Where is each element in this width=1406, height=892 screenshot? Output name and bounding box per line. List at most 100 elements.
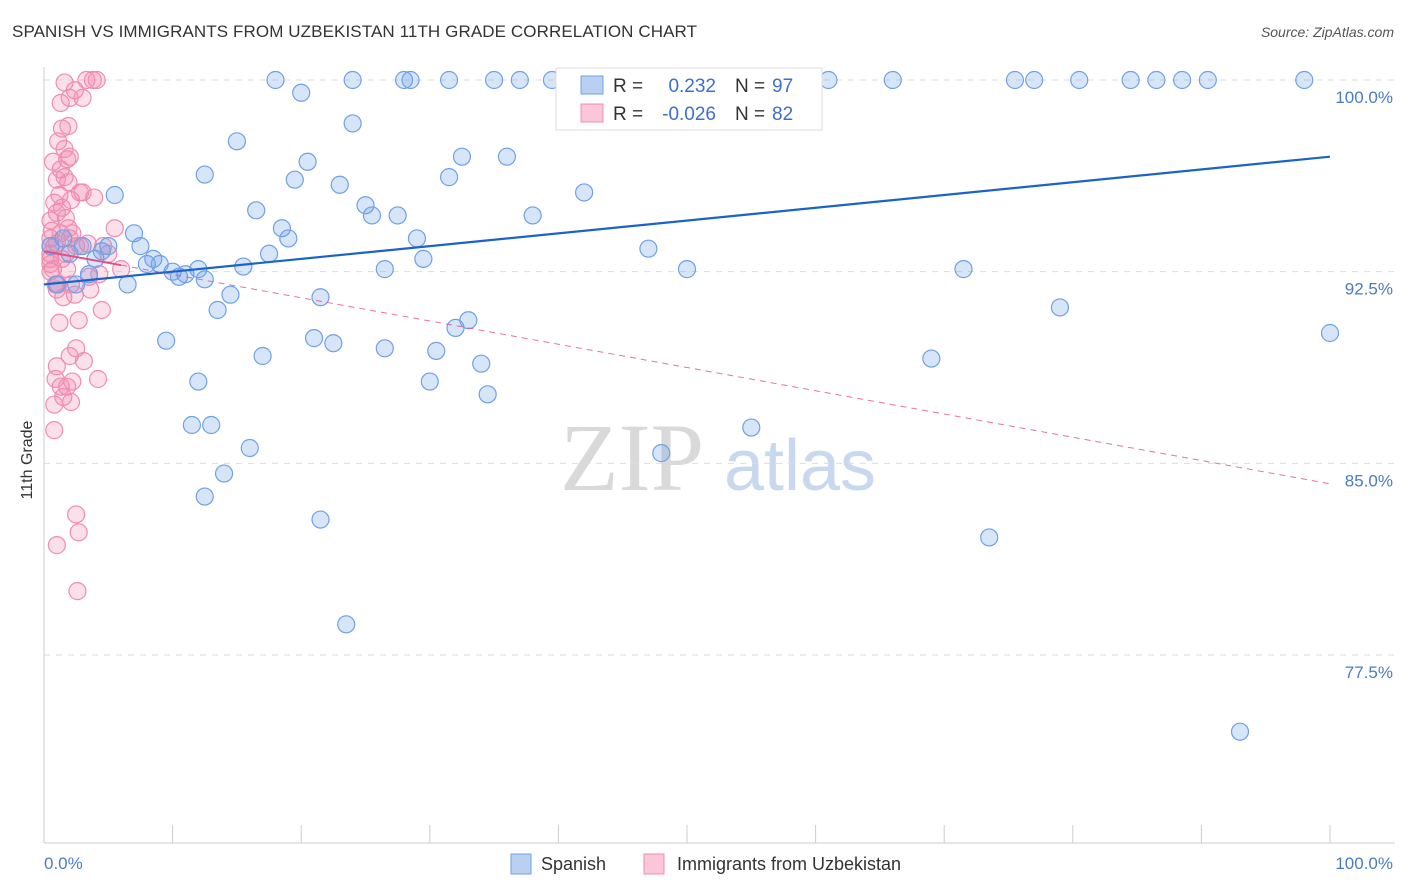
spanish-point xyxy=(375,260,394,279)
uzbekistan-point xyxy=(45,421,64,440)
spanish-point xyxy=(523,206,542,225)
spanish-point xyxy=(980,528,999,547)
spanish-point xyxy=(1121,70,1140,90)
spanish-point xyxy=(394,70,414,90)
spanish-point xyxy=(388,206,407,225)
trend-lines xyxy=(43,155,1331,485)
legend-r-value-spanish: 0.232 xyxy=(668,76,716,97)
uzbekistan-point xyxy=(73,88,92,107)
spanish-point xyxy=(954,260,973,279)
chart-title: SPANISH VS IMMIGRANTS FROM UZBEKISTAN 11… xyxy=(12,22,698,41)
spanish-point xyxy=(639,239,658,258)
spanish-point xyxy=(1005,70,1025,90)
spanish-point xyxy=(285,170,304,189)
spanish-point xyxy=(510,70,529,90)
uzbekistan-point xyxy=(58,377,77,396)
spanish-point xyxy=(73,237,92,256)
x-tick-label: 0.0% xyxy=(44,854,83,873)
spanish-point xyxy=(337,615,356,634)
spanish-point xyxy=(221,285,240,304)
series-legend: Spanish Immigrants from Uzbekistan xyxy=(510,853,901,875)
spanish-point xyxy=(452,147,472,166)
legend-r-label-uzbekistan: R = xyxy=(613,104,643,125)
spanish-point xyxy=(324,334,343,353)
uzbekistan-point xyxy=(87,70,106,90)
spanish-point xyxy=(247,201,266,220)
watermark-zip: ZIP xyxy=(560,404,704,511)
x-tick-label: 100.0% xyxy=(1335,854,1393,873)
spanish-point xyxy=(420,372,439,391)
spanish-point xyxy=(227,132,246,151)
spanish-point xyxy=(311,510,330,529)
spanish-point xyxy=(304,329,324,348)
series-uzbekistan-points xyxy=(41,70,131,601)
spanish-point xyxy=(1320,323,1340,343)
uzbekistan-point xyxy=(50,313,69,332)
bottom-legend-swatch-spanish xyxy=(510,853,532,875)
watermark: ZIP atlas xyxy=(560,404,876,511)
bottom-legend-label-spanish: Spanish xyxy=(541,854,606,874)
spanish-point xyxy=(427,341,446,360)
spanish-point xyxy=(157,331,176,350)
spanish-point xyxy=(497,147,517,166)
bottom-legend-label-uzbekistan: Immigrants from Uzbekistan xyxy=(677,854,901,874)
spanish-point xyxy=(1198,70,1217,90)
spanish-point xyxy=(195,270,214,289)
spanish-point xyxy=(105,185,124,205)
spanish-point xyxy=(99,237,118,256)
spanish-point xyxy=(1147,70,1166,90)
bottom-legend-swatch-uzbekistan xyxy=(643,853,665,875)
spanish-point xyxy=(131,237,150,256)
spanish-point xyxy=(272,219,292,238)
uzbekistan-point xyxy=(47,536,66,555)
spanish-trend-line xyxy=(43,155,1331,286)
spanish-point xyxy=(311,288,330,307)
uzbekistan-point xyxy=(59,173,78,192)
axes xyxy=(43,67,1395,844)
spanish-point xyxy=(279,229,298,248)
uzbekistan-point xyxy=(68,582,87,601)
spanish-point xyxy=(343,70,362,90)
x-tick-labels: 0.0% 100.0% xyxy=(44,854,1393,873)
uzbekistan-point xyxy=(81,280,100,299)
y-tick-label: 85.0% xyxy=(1345,471,1393,490)
spanish-point xyxy=(472,354,491,373)
watermark-atlas: atlas xyxy=(724,426,876,506)
spanish-point xyxy=(195,165,214,184)
y-tick-label: 92.5% xyxy=(1345,280,1393,299)
legend-swatch-uzbekistan xyxy=(580,103,604,123)
spanish-point xyxy=(1173,70,1192,90)
spanish-point xyxy=(195,487,214,506)
uzbekistan-point xyxy=(65,81,84,100)
uzbekistan-point xyxy=(61,392,81,412)
spanish-point xyxy=(459,311,478,330)
spanish-point xyxy=(439,70,459,90)
spanish-point xyxy=(362,206,382,225)
spanish-point xyxy=(439,168,459,187)
spanish-point xyxy=(202,415,221,435)
spanish-point xyxy=(1295,70,1314,90)
spanish-point xyxy=(182,415,201,435)
spanish-point xyxy=(742,418,761,437)
chart-source: Source: ZipAtlas.com xyxy=(1260,24,1394,40)
series-spanish-points xyxy=(41,70,1340,741)
uzbekistan-point xyxy=(60,147,79,166)
y-axis-title: 11th Grade xyxy=(19,420,36,499)
legend-swatch-spanish xyxy=(580,75,604,95)
gridlines xyxy=(44,79,1395,656)
legend-r-label-spanish: R = xyxy=(613,76,643,97)
spanish-point xyxy=(356,196,375,215)
spanish-point xyxy=(1230,722,1250,741)
spanish-point xyxy=(118,275,137,294)
uzbekistan-point xyxy=(61,275,81,294)
uzbekistan-point xyxy=(69,523,88,542)
spanish-point xyxy=(414,249,433,268)
uzbekistan-point xyxy=(85,188,104,207)
spanish-point xyxy=(819,70,838,90)
spanish-point xyxy=(485,70,504,90)
y-tick-label: 100.0% xyxy=(1335,88,1393,107)
spanish-point xyxy=(234,257,253,276)
uzbekistan-point xyxy=(92,300,111,320)
spanish-point xyxy=(240,438,259,458)
uzbekistan-point xyxy=(58,260,77,279)
